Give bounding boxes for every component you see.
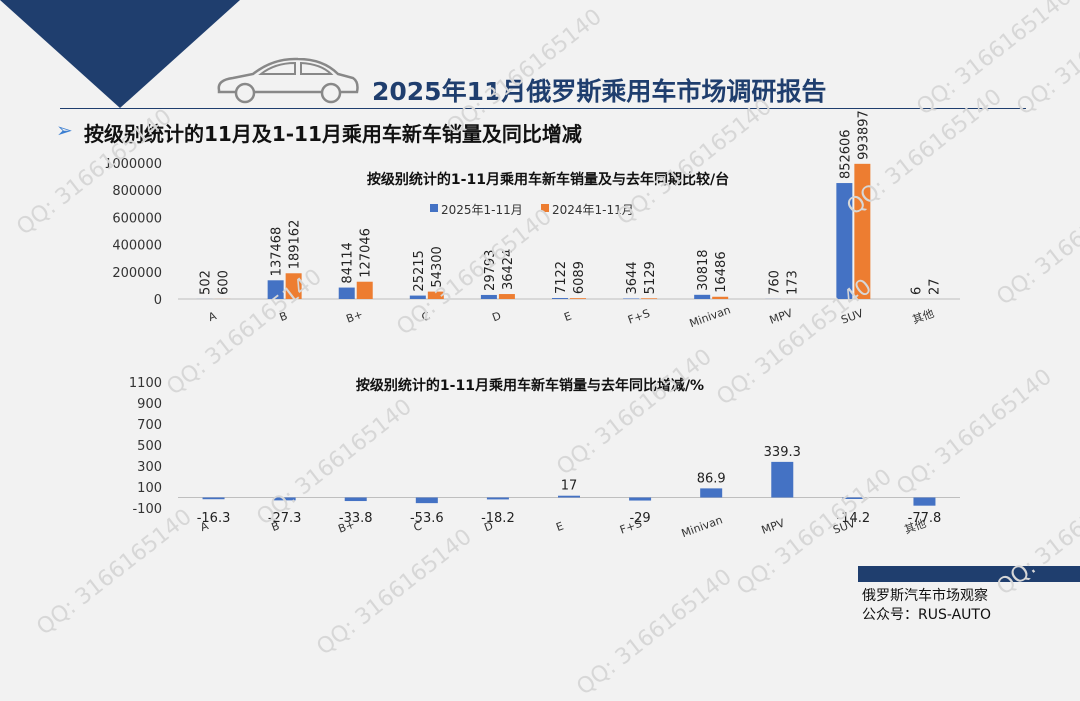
c1-data-label: 84114 [341, 242, 356, 283]
c1-legend-label: 2025年1-11月 [441, 203, 523, 217]
c2-y-tick-label: 300 [137, 460, 162, 475]
c2-bar [771, 462, 793, 498]
footer-source: 俄罗斯汽车市场观察 [862, 585, 988, 605]
c1-category-label: B+ [344, 308, 364, 326]
c2-data-label: 17 [561, 479, 578, 494]
c1-bar [570, 298, 586, 299]
c2-category-label: F+S [618, 517, 644, 537]
c1-data-label: 852606 [838, 129, 853, 179]
c1-bar [339, 288, 355, 299]
c1-y-tick-label: 0 [154, 293, 162, 308]
c1-y-tick-label: 200000 [112, 266, 162, 281]
c1-data-label: 502 [199, 270, 214, 295]
c2-bar [629, 498, 651, 501]
c1-data-label: 173 [785, 270, 800, 295]
c1-data-label: 25215 [412, 250, 427, 291]
c2-category-label: Minivan [680, 513, 725, 540]
c1-data-label: 600 [217, 270, 232, 295]
c2-y-tick-label: 500 [137, 439, 162, 454]
c2-bar [913, 498, 935, 506]
c2-bar [345, 498, 367, 502]
c1-legend-swatch [430, 204, 438, 212]
c1-category-label: D [491, 309, 503, 324]
c2-data-label: 339.3 [764, 445, 801, 460]
c2-category-label: E [554, 519, 565, 534]
c1-category-label: E [562, 309, 573, 324]
c1-data-label: 7122 [554, 261, 569, 294]
c1-data-label: 3644 [625, 261, 640, 294]
c1-data-label: 993897 [856, 110, 871, 160]
c1-category-label: F+S [626, 307, 652, 327]
c2-bar [416, 498, 438, 504]
c1-bar [694, 295, 710, 299]
c2-data-label: 86.9 [697, 471, 726, 486]
c1-data-label: 6089 [572, 261, 587, 294]
c2-category-label: MPV [760, 516, 787, 536]
c2-y-tick-label: 1100 [129, 376, 162, 391]
c1-data-label: 6 [909, 287, 924, 295]
c1-data-label: 137468 [270, 227, 285, 277]
footer-account: 公众号：RUS-AUTO [862, 604, 991, 624]
c1-bar [712, 297, 728, 299]
c2-category-label: 其他 [903, 517, 928, 537]
c1-category-label: A [207, 309, 219, 324]
c1-bar [357, 282, 373, 299]
c1-y-tick-label: 400000 [112, 239, 162, 254]
c1-data-label: 5129 [643, 261, 658, 294]
c2-bar [203, 498, 225, 500]
c1-data-label: 30818 [696, 249, 711, 290]
c2-y-tick-label: 900 [137, 397, 162, 412]
c1-data-label: 27 [927, 278, 942, 295]
c1-bar [552, 298, 568, 299]
c1-category-label: 其他 [911, 307, 936, 327]
c2-y-tick-label: 100 [137, 481, 162, 496]
c1-y-tick-label: 600000 [112, 211, 162, 226]
c2-y-tick-label: -100 [132, 502, 162, 517]
c1-category-label: Minivan [688, 303, 733, 330]
c1-data-label: 760 [767, 270, 782, 295]
c1-bar [481, 295, 497, 299]
c1-bar [641, 298, 657, 299]
c2-y-tick-label: 700 [137, 418, 162, 433]
c1-category-label: MPV [768, 306, 795, 326]
c2-bar [487, 498, 509, 500]
c1-data-label: 16486 [714, 251, 729, 292]
c2-bar [558, 496, 580, 498]
c2-bar [700, 488, 722, 497]
c1-bar [499, 294, 515, 299]
c1-data-label: 189162 [288, 220, 303, 270]
c1-data-label: 127046 [359, 228, 374, 278]
c1-y-tick-label: 800000 [112, 184, 162, 199]
